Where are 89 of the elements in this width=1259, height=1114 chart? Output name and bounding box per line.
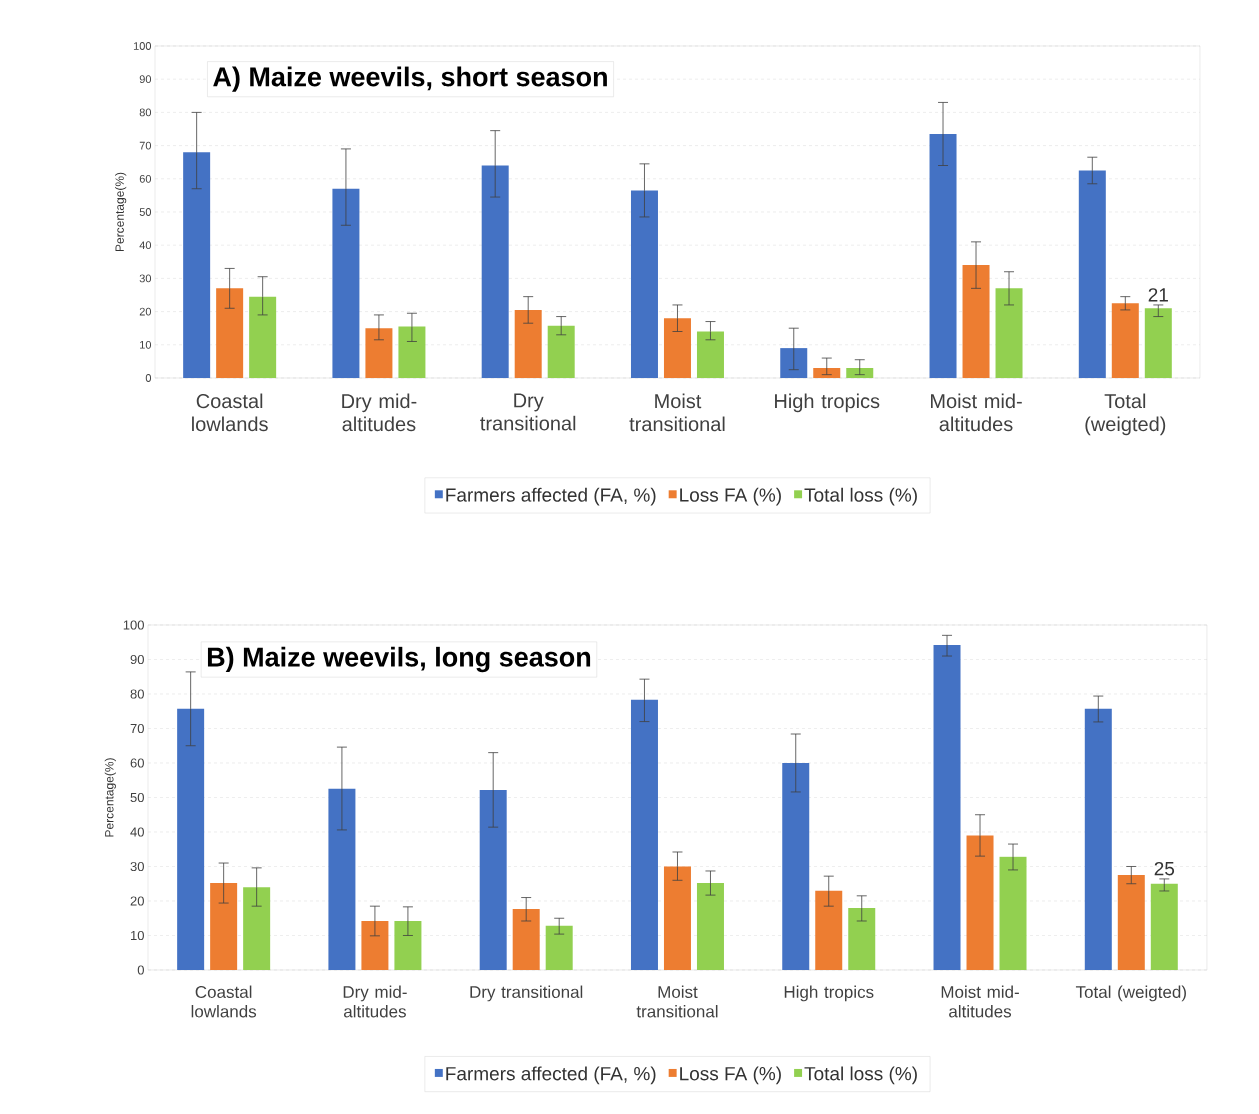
- bar: [514, 309, 542, 378]
- x-tick-label: Dry transitional: [470, 985, 583, 1002]
- y-tick-label: 10: [140, 340, 152, 349]
- text: A) Maize weevils, short season: [213, 66, 607, 92]
- bar: [813, 368, 841, 378]
- bar: [183, 152, 211, 378]
- bar: [1150, 883, 1178, 970]
- bar: [394, 921, 422, 970]
- bar: [1084, 708, 1112, 970]
- bar: [210, 883, 238, 970]
- data-label: 21: [1148, 288, 1168, 302]
- bar: [479, 789, 507, 970]
- x-tick-label: Total (weigted): [1075, 985, 1186, 1002]
- y-tick-label: 10: [131, 930, 144, 941]
- legend-label: Farmers affected (FA, %): [446, 487, 656, 506]
- bar: [962, 265, 990, 378]
- bar: [933, 645, 961, 970]
- bar: [177, 708, 205, 970]
- bar: [846, 368, 874, 378]
- bar: [815, 890, 843, 970]
- legend-label: Loss FA (%): [680, 1066, 781, 1085]
- bar: [663, 318, 691, 378]
- bar: [848, 907, 876, 970]
- y-tick-label: 0: [137, 965, 144, 975]
- bar: [696, 883, 724, 970]
- bar: [696, 331, 724, 378]
- legend-label: Total loss (%): [804, 487, 917, 506]
- y-tick-label: 30: [139, 274, 152, 283]
- y-tick-label: 30: [130, 861, 144, 872]
- y-tick-label: 70: [130, 723, 144, 734]
- y-tick-label: 40: [130, 827, 144, 837]
- x-tick-label: Total (weigted): [1085, 393, 1166, 436]
- bar: [1117, 875, 1145, 970]
- bar: [547, 325, 575, 378]
- bar: [481, 165, 509, 378]
- y-tick-label: 100: [123, 620, 144, 630]
- bar: [249, 296, 277, 378]
- x-tick-label: Dry mid-altitudes: [342, 393, 417, 432]
- bar: [1078, 170, 1106, 378]
- y-tick-label: 20: [139, 307, 152, 316]
- bar: [966, 835, 994, 970]
- x-tick-label: Coastal lowlands: [192, 393, 268, 432]
- x-tick-label: Dry transitional: [480, 393, 576, 431]
- bar: [328, 788, 356, 970]
- y-tick-label: 0: [145, 374, 152, 382]
- y-tick-label: 80: [130, 689, 144, 699]
- y-tick-label: 50: [139, 208, 152, 216]
- legend-label: Farmers affected (FA, %): [446, 1066, 656, 1085]
- y-tick-label: 100: [133, 42, 152, 50]
- x-tick-label: Moist mid-altitudes: [931, 393, 1022, 432]
- data-label: 25: [1154, 861, 1175, 876]
- bar: [929, 133, 957, 378]
- bar: [999, 856, 1027, 970]
- x-tick-label: Moist transitional: [636, 985, 718, 1018]
- x-tick-label: Coastal lowlands: [191, 985, 257, 1018]
- text: B) Maize weevils, long season: [207, 646, 591, 673]
- y-tick-label: 60: [130, 758, 144, 768]
- bar: [995, 288, 1023, 378]
- bar: [398, 326, 426, 378]
- y-axis-title: Percentage(%): [104, 758, 116, 837]
- y-tick-label: 90: [130, 654, 144, 665]
- x-tick-label: High tropics: [784, 985, 874, 1002]
- legend-label: Total loss (%): [804, 1066, 917, 1085]
- y-axis-title: Percentage(%): [115, 172, 127, 252]
- y-tick-label: 20: [130, 896, 144, 906]
- bar: [1144, 308, 1172, 378]
- bar: [630, 190, 658, 378]
- bar: [216, 288, 244, 378]
- bar: [782, 762, 810, 970]
- bar: [630, 699, 658, 970]
- bar: [361, 921, 389, 970]
- bar: [365, 328, 393, 378]
- bar: [1111, 303, 1139, 378]
- bar: [663, 866, 691, 970]
- legend-label: Loss FA (%): [680, 487, 781, 506]
- y-tick-label: 40: [139, 241, 152, 250]
- y-tick-label: 90: [139, 75, 152, 84]
- y-tick-label: 70: [139, 141, 152, 150]
- x-tick-label: Moist transitional: [629, 393, 725, 432]
- bar: [332, 188, 360, 378]
- y-tick-label: 60: [139, 174, 152, 183]
- bar: [545, 925, 573, 970]
- x-tick-label: Dry mid-altitudes: [343, 985, 407, 1018]
- y-tick-label: 50: [130, 792, 144, 803]
- y-tick-label: 80: [139, 108, 152, 117]
- x-tick-label: High tropics: [775, 393, 880, 413]
- bar: [512, 908, 540, 970]
- x-tick-label: Moist mid-altitudes: [941, 985, 1019, 1018]
- bar: [243, 887, 271, 970]
